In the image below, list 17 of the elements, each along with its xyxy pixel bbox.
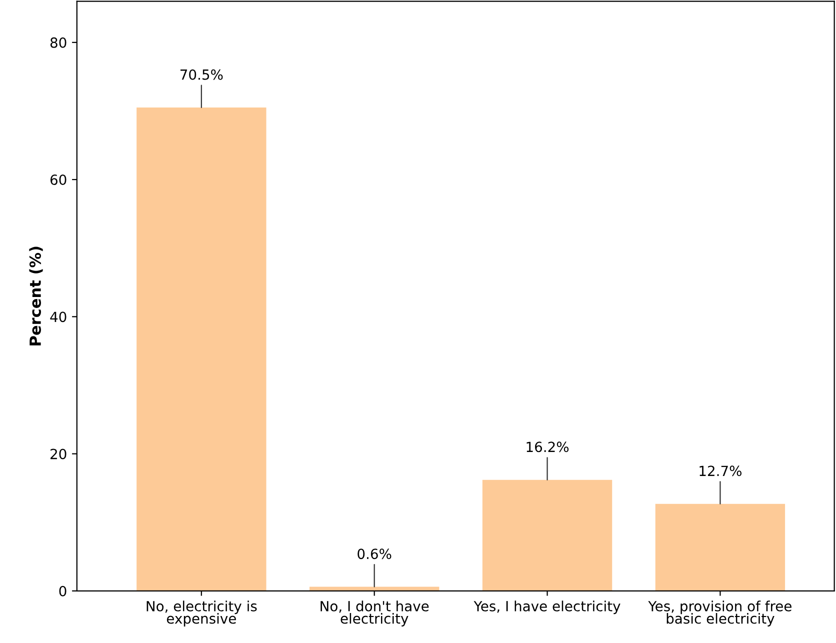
y-tick-label: 60 — [50, 174, 66, 186]
data-label: 12.7% — [700, 466, 742, 476]
y-tick-label: 0 — [59, 586, 66, 596]
x-tick-label: No, electricity is expensive — [146, 600, 257, 626]
y-tick-label: 20 — [50, 448, 66, 460]
bar — [655, 504, 786, 591]
bar — [136, 108, 266, 591]
data-label: 16.2% — [526, 442, 569, 452]
x-tick-label: Yes, I have electricity — [474, 600, 620, 614]
y-tick-label: 80 — [50, 37, 66, 48]
x-tick-label: No, I don't have electricity — [320, 600, 429, 626]
x-tick-label: Yes, provision of free basic electricity — [648, 600, 792, 626]
y-axis-title: Percent (%) — [29, 246, 43, 346]
bar — [482, 480, 612, 591]
y-tick-label: 40 — [50, 312, 66, 322]
data-label: 0.6% — [358, 548, 392, 560]
data-label: 70.5% — [180, 69, 223, 80]
